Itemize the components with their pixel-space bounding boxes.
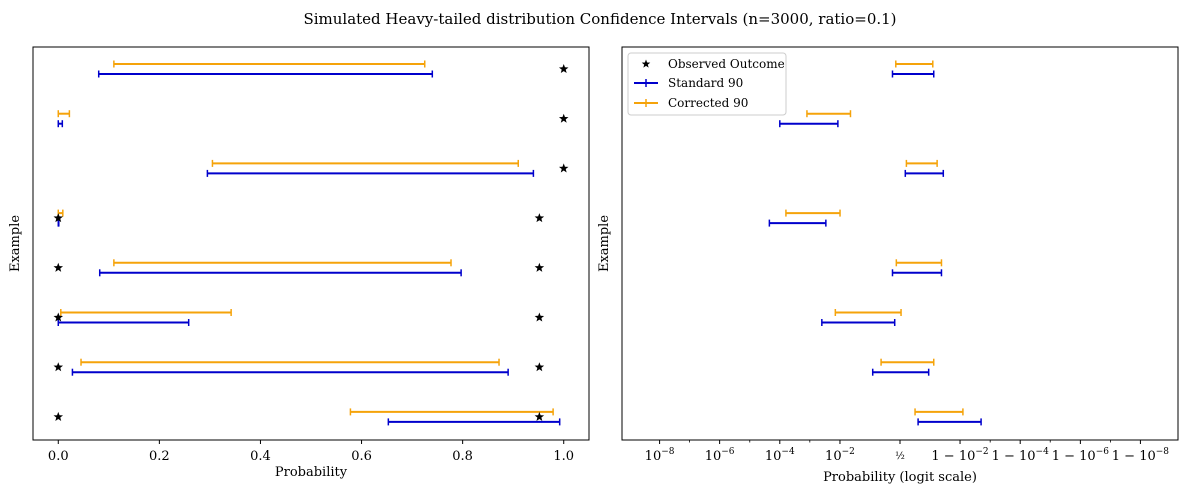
legend-entry-label: Standard 90 xyxy=(668,76,743,90)
observed-marker xyxy=(558,113,569,123)
y-axis-label: Example xyxy=(597,215,612,272)
x-tick-label: 1 − 10−6 xyxy=(1052,447,1110,464)
observed-marker xyxy=(53,362,64,372)
x-tick-label: 0.0 xyxy=(48,449,69,464)
observed-marker xyxy=(534,213,545,223)
y-axis-label: Example xyxy=(8,215,23,272)
legend-entry-label: Corrected 90 xyxy=(668,96,748,110)
x-tick-label: 10−8 xyxy=(645,447,675,464)
observed-marker xyxy=(53,312,64,322)
panels: 0.0 0.2 0.4 0.6 0.8 1.0 Probability Example 10−8… xyxy=(8,46,1179,485)
observed-marker xyxy=(534,262,545,272)
x-tick-label: 0.4 xyxy=(250,449,271,464)
legend: Observed Outcome Standard 90 Corrected 90 xyxy=(627,52,787,116)
legend-observed-marker xyxy=(641,59,651,68)
observed-marker xyxy=(53,411,64,421)
x-tick-label: 1.0 xyxy=(553,449,574,464)
x-tick-label: 10−6 xyxy=(705,447,735,464)
x-tick-label: 0.6 xyxy=(351,449,372,464)
observed-marker xyxy=(53,262,64,272)
x-tick-label: 10−4 xyxy=(765,447,795,464)
x-tick-label: 10−2 xyxy=(825,447,855,464)
x-tick-label: ½ xyxy=(895,451,905,462)
panel-1: 0.0 0.2 0.4 0.6 0.8 1.0 Probability Example xyxy=(8,46,590,480)
observed-marker xyxy=(534,411,545,421)
x-tick-label: 0.8 xyxy=(452,449,473,464)
legend-entry-label: Observed Outcome xyxy=(668,57,785,71)
x-tick-label: 1 − 10−8 xyxy=(1112,447,1170,464)
observed-marker xyxy=(558,163,569,173)
panel-2: 10−8 10−6 10−4 10−2 ½ 1 − 10−2 1 − 10−4 1 − 10−… xyxy=(534,46,1179,485)
x-tick-label: 1 − 10−4 xyxy=(992,447,1050,464)
suptitle: Simulated Heavy-tailed distribution Conf… xyxy=(303,10,896,28)
observed-marker xyxy=(53,213,64,223)
x-tick-label: 0.2 xyxy=(149,449,170,464)
observed-marker xyxy=(558,64,569,74)
observed-marker xyxy=(534,312,545,322)
x-axis-label: Probability xyxy=(275,465,348,480)
observed-marker xyxy=(534,362,545,372)
x-tick-label: 1 − 10−2 xyxy=(931,447,988,464)
legend-box xyxy=(627,52,787,116)
axes-frame xyxy=(32,46,590,441)
x-axis-label: Probability (logit scale) xyxy=(823,470,977,485)
